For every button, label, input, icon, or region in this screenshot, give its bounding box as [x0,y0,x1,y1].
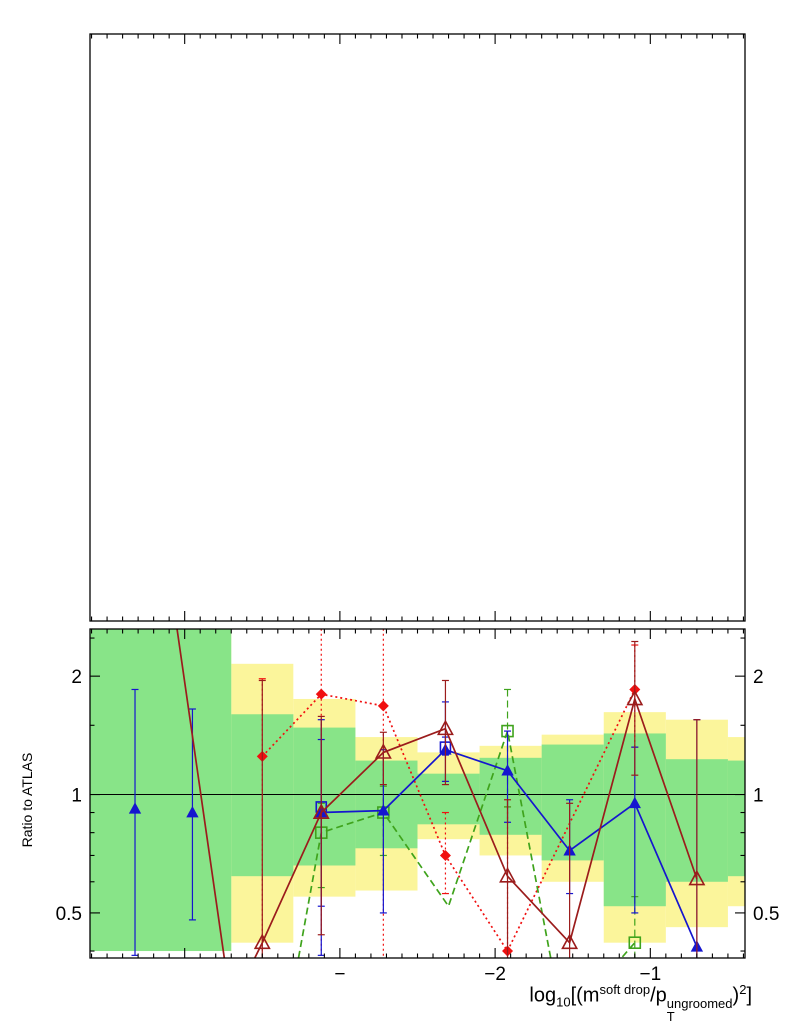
open-square-marker [628,936,642,949]
triangle-marker [377,804,390,816]
xlabel-base: 10 [556,994,571,1010]
y-tick-label-right: 1 [753,786,764,807]
xlabel-subT: T [666,1008,675,1024]
green-band [355,760,418,849]
triangle-marker [186,806,199,818]
open-triangle-marker [374,743,392,759]
xlabel-pt-stack: ungroomed T [666,996,733,1024]
open-triangle-marker [561,933,579,950]
green-band [417,773,480,825]
y-tick-label-left: 1 [71,786,82,807]
open-triangle-marker [253,933,271,950]
x-axis-label: log10[(msoft drop/p ungroomed T)2] [529,982,752,1023]
xlabel-mid: /p [650,984,667,1007]
green-band [727,760,745,877]
xlabel-ungroomed: ungroomed [666,996,733,1012]
x-tick-label: −2 [484,964,506,985]
xlabel-square: 2 [739,982,747,997]
uncertainty-bands [90,629,745,952]
diamond-marker [439,849,451,861]
series-line [176,629,698,958]
green-band [90,629,232,952]
triangle-marker [628,796,641,809]
x-tick-label: −1 [639,964,661,985]
open-triangle-marker [499,867,516,883]
triangle-marker [128,802,142,814]
y-axis-label: Ratio to ATLAS [19,752,35,848]
axis-ticks [90,34,745,958]
open-triangle-marker [312,803,330,819]
green-band [479,757,542,835]
open-triangle-marker [626,689,644,706]
xlabel-end: ] [746,984,752,1007]
xlabel-open: [(m [570,984,600,1007]
triangle-marker [501,764,514,776]
open-triangle-marker [688,869,706,886]
y-tick-label-left: 0.5 [56,904,82,925]
green-band [293,727,356,866]
y-tick-label-right: 2 [753,667,764,688]
top-panel-frame [89,33,746,622]
series-line [261,689,636,953]
y-tick-label-right: 0.5 [753,904,779,925]
diamond-marker [315,688,327,700]
xlabel-close: ) [732,984,740,1007]
green-band [541,744,604,861]
x-tick-label: − [334,964,345,985]
series-maroon-open-triangles [176,629,706,958]
open-triangle-marker [436,719,454,736]
tick-labels: − −2 −1 2 2 1 1 0.5 0.5 [56,667,780,985]
xlabel-softdrop: soft drop [599,982,651,997]
xlabel-log: log [529,984,557,1007]
diamond-marker [377,700,389,712]
y-tick-label-left: 2 [71,667,82,688]
